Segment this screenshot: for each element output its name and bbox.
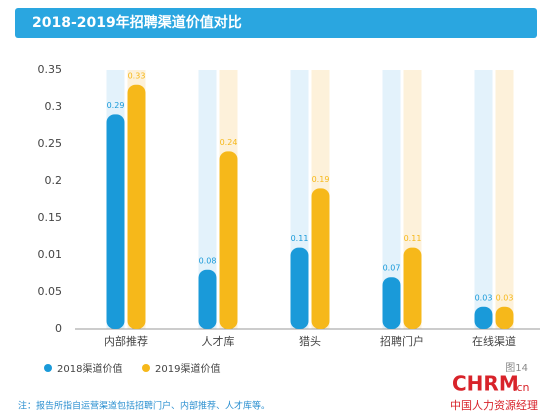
header-bar (15, 8, 537, 38)
footnote: 注：报告所指自运营渠道包括招聘门户、内部推荐、人才库等。 (18, 400, 270, 412)
bar (474, 306, 493, 329)
y-tick-label: 0 (55, 322, 62, 335)
value-label: 0.03 (475, 293, 493, 302)
value-label: 0.11 (291, 234, 309, 243)
figure-label: 图14 (505, 362, 528, 374)
value-label: 0.33 (128, 71, 146, 80)
bar-background (495, 70, 514, 329)
bar (198, 269, 217, 329)
bar (495, 306, 514, 329)
logo-brand: CHRM (452, 372, 519, 396)
bar (106, 114, 125, 330)
logo-domain: .cn (513, 381, 530, 394)
value-label: 0.19 (312, 175, 330, 184)
bar (311, 188, 330, 329)
legend-marker (44, 364, 52, 372)
bar (382, 277, 401, 329)
x-tick-label: 内部推荐 (104, 334, 148, 348)
value-label: 0.29 (107, 101, 125, 110)
bar-background (382, 70, 401, 329)
value-label: 0.03 (496, 293, 514, 302)
y-tick-label: 0.25 (38, 137, 63, 150)
chart-title: 2018-2019年招聘渠道价值对比 (32, 14, 242, 31)
value-label: 0.07 (383, 264, 401, 273)
x-tick-label: 人才库 (202, 334, 235, 348)
y-tick-label: 0.3 (45, 100, 63, 113)
y-tick-label: 0.15 (38, 211, 63, 224)
legend-marker (142, 364, 150, 372)
x-tick-label: 招聘门户 (380, 334, 424, 348)
logo-subtitle: 中国人力资源经理 (450, 398, 538, 412)
value-label: 0.08 (199, 256, 217, 265)
x-tick-label: 猎头 (299, 334, 321, 348)
x-tick-label: 在线渠道 (472, 334, 516, 348)
bar (219, 151, 238, 329)
value-label: 0.24 (220, 138, 238, 147)
bar-background (198, 70, 217, 329)
bar (403, 247, 422, 329)
y-tick-label: 0.2 (45, 174, 63, 187)
y-tick-label: 0.01 (38, 248, 63, 261)
y-tick-label: 0.35 (38, 63, 63, 76)
bar (127, 84, 146, 329)
legend-label: 2019渠道价值 (155, 362, 220, 375)
legend-label: 2018渠道价值 (57, 362, 122, 375)
value-label: 0.11 (404, 234, 422, 243)
bar-background (474, 70, 493, 329)
bar (290, 247, 309, 329)
y-tick-label: 0.05 (38, 285, 63, 298)
